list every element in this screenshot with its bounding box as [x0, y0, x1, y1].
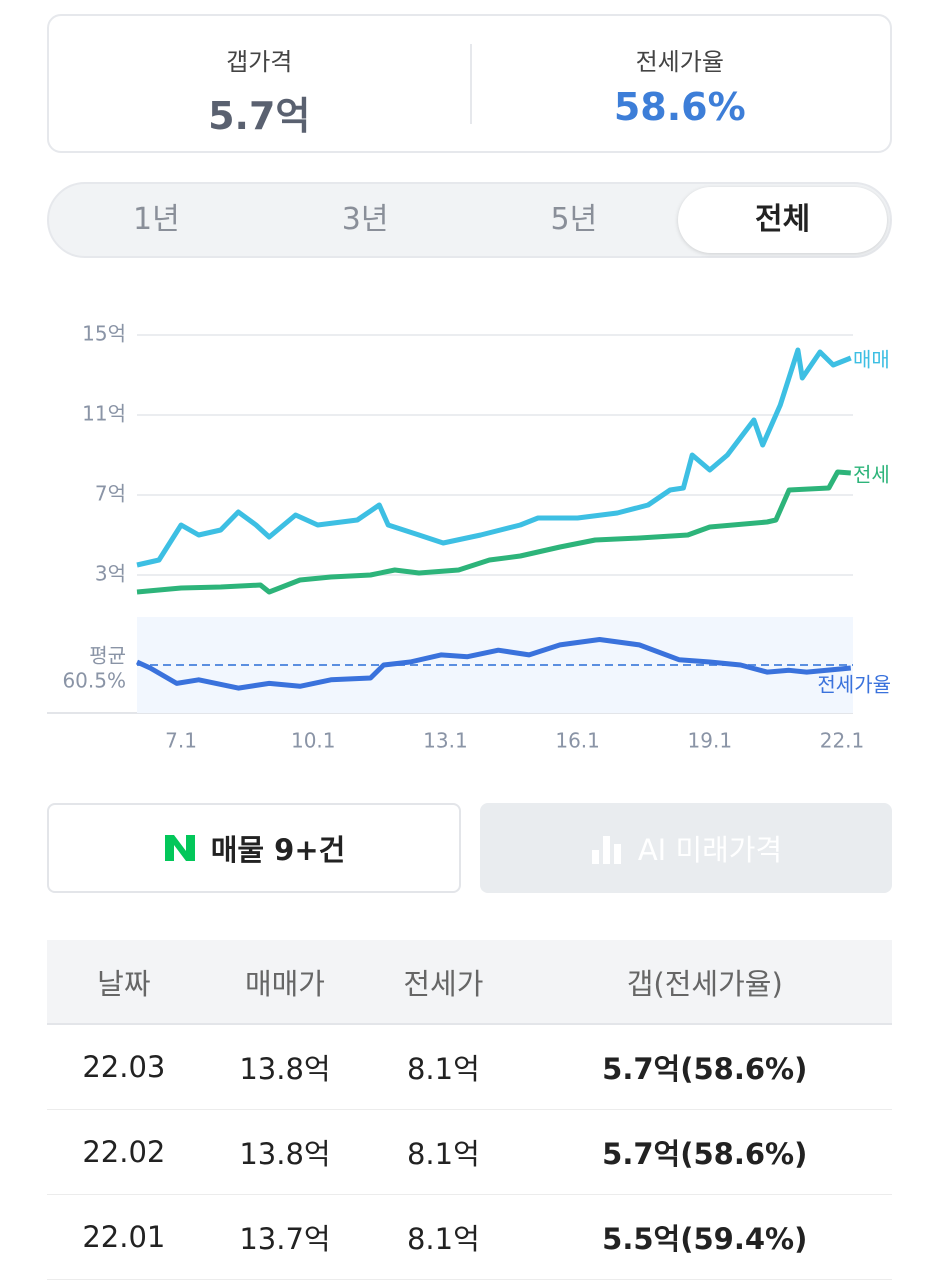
period-tabs: 1년 3년 5년 전체	[47, 182, 892, 258]
cell: 5.7억(58.6%)	[517, 1024, 892, 1110]
cell: 13.7억	[200, 1194, 370, 1280]
tab[interactable]: 5년	[550, 202, 598, 237]
average-label: 60.5%	[62, 669, 126, 693]
row: 22.02 13.8억 8.1억 5.7억(58.6%)	[47, 1109, 892, 1195]
summary-card: 갭가격 5.7억 전세가율 58.6%	[47, 14, 892, 153]
cell: 5.5억(59.4%)	[517, 1194, 892, 1280]
cell: 5.7억(58.6%)	[517, 1109, 892, 1195]
x-tick-label: 16.1	[555, 729, 600, 753]
ai-button[interactable]: AI 미래가격	[480, 803, 892, 893]
ai-label: AI 미래가격	[637, 833, 783, 867]
tab[interactable]: 전체	[678, 187, 887, 253]
x-tick-label: 10.1	[291, 729, 336, 753]
y-tick-label: 3억	[95, 562, 126, 586]
row: 22.01 13.7억 8.1억 5.5억(59.4%)	[47, 1194, 892, 1280]
cell: 8.1억	[369, 1109, 518, 1195]
x-tick-label: 13.1	[423, 729, 468, 753]
ratio-value: 58.6%	[613, 85, 746, 129]
series-line	[136, 347, 852, 568]
row: 22.03 13.8억 8.1억 5.7억(58.6%)	[47, 1024, 892, 1110]
bar-icon	[591, 836, 621, 864]
listings-button[interactable]: 매물 9+건	[47, 803, 461, 893]
gap-box: 갭가격 5.7억	[49, 16, 470, 151]
header-cell: 갭(전세가율)	[517, 940, 892, 1025]
cell: 8.1억	[369, 1024, 518, 1110]
average-name: 평균	[89, 644, 126, 668]
tab[interactable]: 1년	[133, 202, 180, 237]
header-cell: 전세가	[369, 940, 518, 1025]
series-label: 매매	[853, 348, 890, 372]
ratio-label: 전세가율	[635, 48, 724, 76]
cell: 22.01	[47, 1194, 201, 1280]
x-tick-label: 22.1	[820, 729, 865, 753]
header-cell: 매매가	[200, 940, 370, 1025]
divider	[470, 44, 472, 124]
series-label: 전세	[853, 463, 890, 487]
listings-label: 매물 9+건	[210, 833, 346, 867]
gap-label: 갭가격	[226, 48, 293, 76]
y-tick-label: 11억	[82, 402, 126, 426]
gap-value: 5.7억	[208, 94, 311, 138]
series-line	[136, 469, 851, 595]
y-tick-label: 7억	[95, 482, 126, 506]
cell: 13.8억	[200, 1109, 370, 1195]
ratio-box: 전세가율 58.6%	[470, 16, 891, 151]
cell: 22.03	[47, 1024, 201, 1110]
y-tick-label: 15억	[82, 322, 126, 346]
series-line	[135, 637, 852, 691]
header-row: 날짜 매매가 전세가 갭(전세가율)	[47, 940, 892, 1025]
chart: 15억 11억 7억 3억 7.1 10.1 13.1 16.1 19.1 22.1 매매전세평균6…	[47, 322, 891, 753]
cell: 22.02	[47, 1109, 201, 1195]
x-tick-label: 19.1	[688, 729, 733, 753]
series-label: 전세가율	[817, 672, 891, 696]
cell: 8.1억	[369, 1194, 518, 1280]
header-cell: 날짜	[47, 940, 201, 1025]
tab[interactable]: 3년	[341, 202, 389, 237]
price-table: 날짜 매매가 전세가 갭(전세가율) 22.03 13.8억 8.1억 5.7억(58.6%)…	[47, 940, 892, 1280]
x-tick-label: 7.1	[165, 729, 197, 753]
cell: 13.8억	[200, 1024, 370, 1110]
naver-icon	[164, 835, 195, 861]
